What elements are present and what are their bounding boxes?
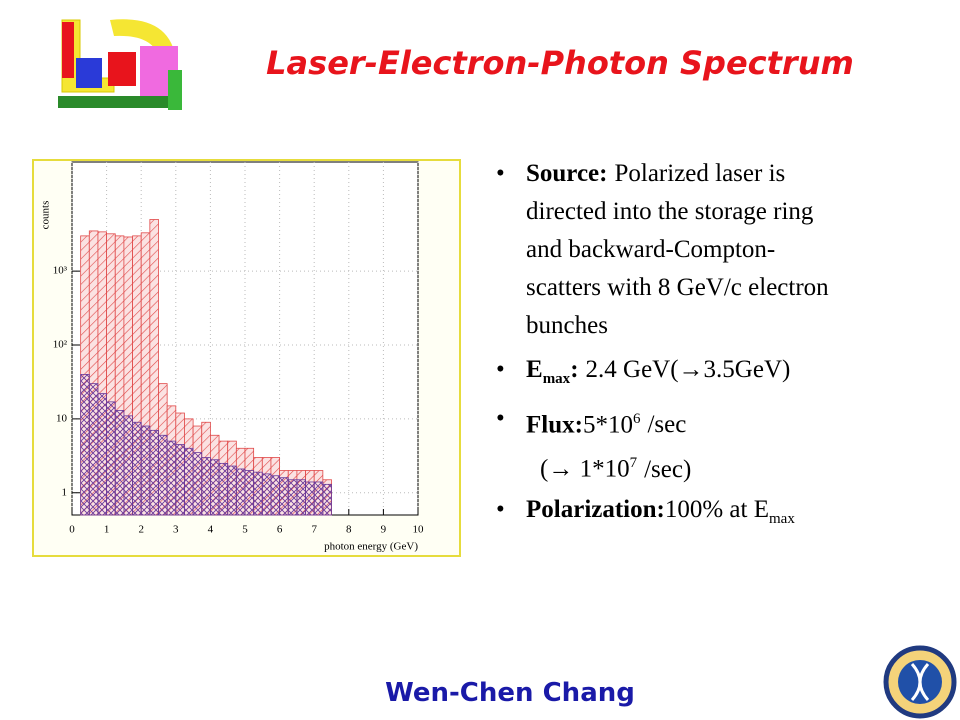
y-tick-label: 1: [62, 486, 68, 498]
bullet: Flux:5*106/sec: [496, 400, 876, 444]
institution-seal: [883, 645, 957, 719]
bullet-superscript: 7: [629, 455, 638, 472]
y-tick-label: 10²: [53, 339, 68, 351]
y-axis-label: counts: [40, 201, 52, 230]
bullet-superscript: 6: [632, 411, 641, 427]
bullet-label: Flux:: [526, 411, 583, 439]
bullet-text: 5*10: [582, 411, 633, 439]
histogram-bar: [140, 425, 151, 516]
histogram-bar: [97, 393, 107, 516]
x-tick-label: 4: [208, 524, 214, 536]
x-tick-label: 1: [104, 524, 110, 536]
histogram-bar: [313, 481, 324, 516]
x-axis-label: photon energy (GeV): [324, 541, 418, 553]
histogram-bar: [80, 374, 90, 516]
histogram-bar: [106, 401, 116, 516]
histogram-bar: [322, 483, 332, 516]
bullet-label: Polarization:: [526, 495, 665, 523]
histogram-bar: [209, 459, 220, 516]
histogram-bar: [158, 434, 168, 516]
bullet-text: Polarized laser is directed into the sto…: [526, 160, 829, 339]
histogram-bar: [261, 473, 272, 516]
histogram-bar: [149, 429, 159, 516]
slide-title: Laser-Electron-Photon Spectrum: [266, 44, 854, 82]
histogram-bar: [114, 410, 125, 516]
histogram-bar: [253, 471, 263, 516]
histogram-bar: [175, 444, 185, 516]
bullet: Source:Polarized laser is directed into …: [496, 155, 846, 345]
bullet-subscript: max: [769, 510, 795, 527]
histogram-bar: [184, 447, 194, 516]
histogram-bar: [279, 477, 289, 516]
histogram-bar: [227, 465, 237, 516]
x-tick-label: 10: [413, 524, 425, 536]
y-tick-label: 10³: [53, 265, 68, 277]
histogram-bar: [132, 421, 142, 516]
histogram-bar: [166, 440, 177, 516]
x-tick-label: 6: [277, 524, 283, 536]
bullet-label: E: [526, 356, 543, 383]
x-tick-label: 9: [381, 524, 387, 536]
histogram-bar: [287, 479, 298, 516]
histogram-bar: [201, 457, 211, 516]
bullet-label: Source:: [526, 160, 608, 187]
x-tick-label: 0: [69, 524, 75, 536]
histogram-bar: [88, 383, 99, 516]
bullet-text: /sec): [644, 455, 692, 483]
bullet-text: (→ 1*10: [540, 455, 630, 483]
histogram-bar: [235, 468, 246, 516]
histogram-bar: [123, 415, 133, 516]
histogram-bar: [218, 462, 229, 516]
histogram-bar: [270, 475, 281, 516]
histogram-bar: [244, 470, 255, 516]
bullet-text: /sec: [647, 411, 687, 439]
logo: [52, 14, 182, 122]
x-tick-label: 5: [242, 524, 248, 536]
bullet-continuation: (→ 1*107/sec): [496, 444, 876, 488]
x-tick-label: 2: [138, 524, 144, 536]
x-tick-label: 7: [311, 524, 317, 536]
series: [80, 374, 332, 516]
author: Wen-Chen Chang: [385, 678, 635, 708]
bullet: Emax:2.4 GeV(→3.5GeV): [496, 351, 876, 398]
bullet-text: 2.4 GeV(→3.5GeV): [585, 356, 791, 383]
bullet-label: :: [570, 356, 579, 383]
x-tick-label: 3: [173, 524, 179, 536]
y-tick-label: 10: [56, 412, 68, 424]
histogram-bar: [192, 452, 203, 516]
bullet: Polarization:100% at Emax: [496, 491, 876, 538]
bullet-text: 100% at E: [664, 495, 769, 523]
histogram-bar: [305, 481, 315, 516]
bullet-subscript: max: [542, 371, 571, 387]
histogram-bar: [296, 479, 306, 516]
bullet-list: Source:Polarized laser is directed into …: [496, 155, 876, 538]
x-tick-label: 8: [346, 524, 352, 536]
